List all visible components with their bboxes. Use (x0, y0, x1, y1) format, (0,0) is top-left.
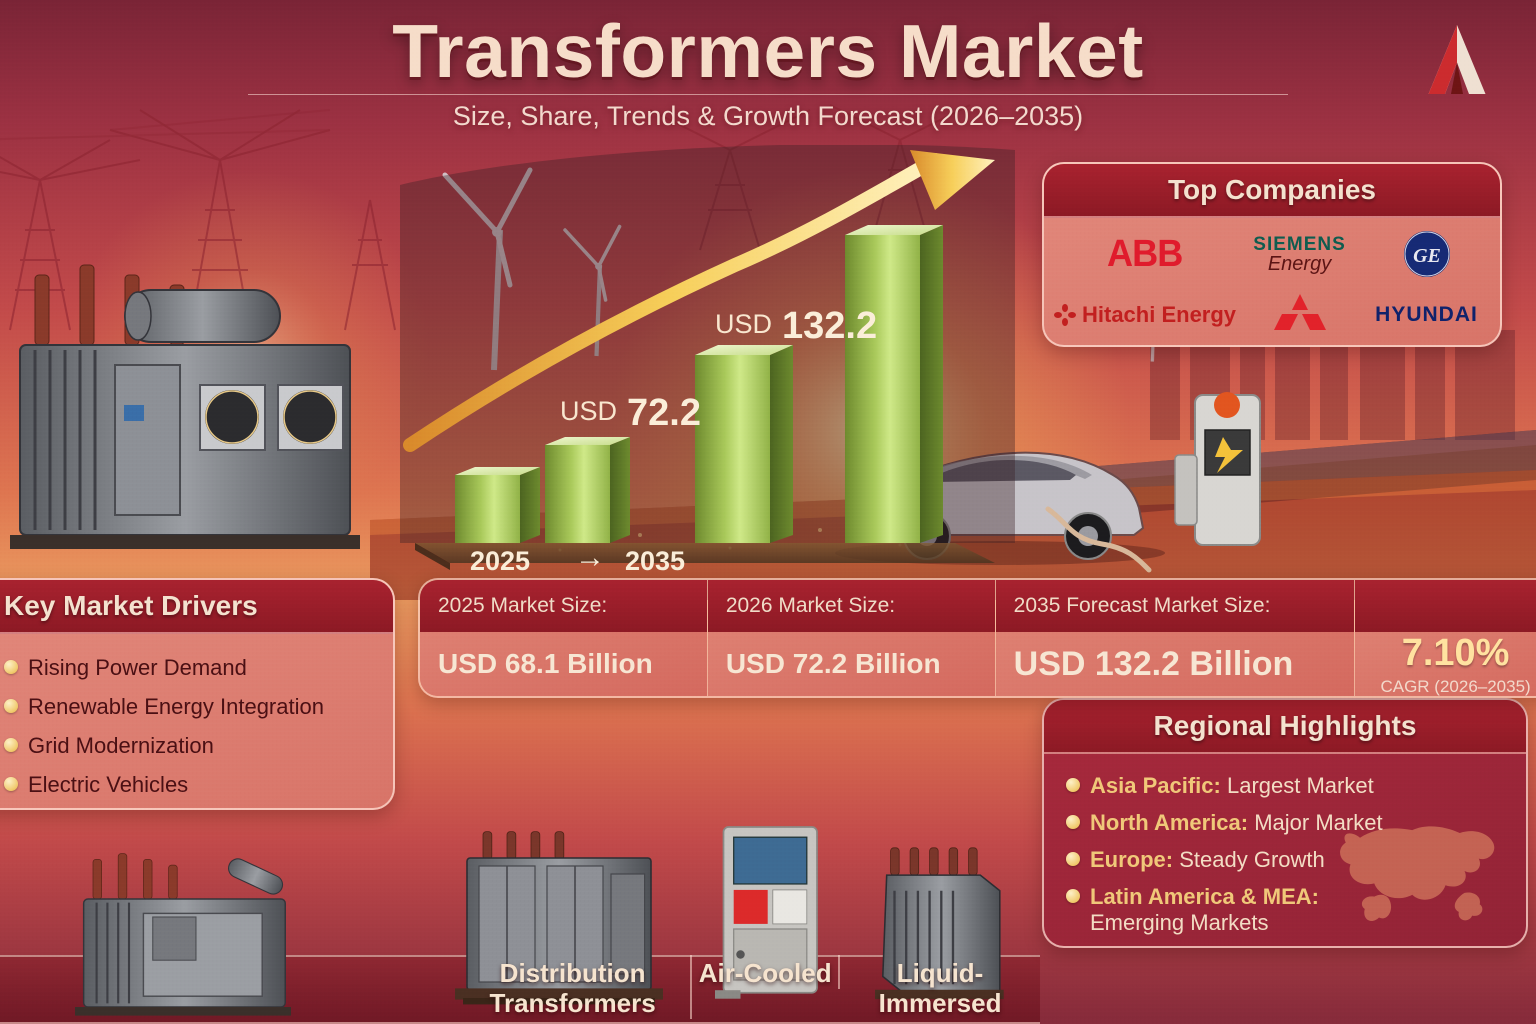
svg-text:72.2: 72.2 (627, 392, 701, 434)
svg-text:USD: USD (560, 396, 617, 426)
svg-text:2025: 2025 (470, 546, 530, 575)
svg-text:→: → (575, 541, 605, 574)
svg-text:USD: USD (715, 309, 772, 339)
svg-text:132.2: 132.2 (782, 305, 877, 347)
svg-text:2035: 2035 (625, 546, 685, 575)
svg-text:GE: GE (1413, 245, 1441, 267)
